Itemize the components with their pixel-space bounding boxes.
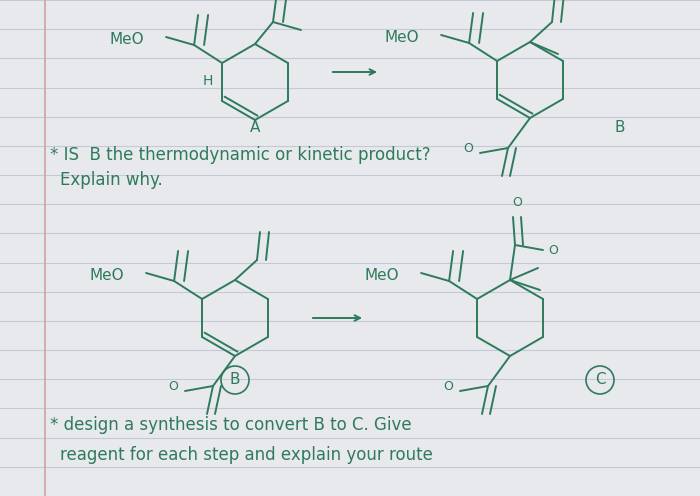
Text: O: O bbox=[548, 244, 558, 256]
Text: MeO: MeO bbox=[365, 267, 399, 283]
Text: B: B bbox=[230, 372, 240, 387]
Text: MeO: MeO bbox=[384, 29, 419, 45]
Text: B: B bbox=[615, 121, 625, 135]
Text: MeO: MeO bbox=[109, 32, 144, 47]
Text: Explain why.: Explain why. bbox=[60, 171, 162, 189]
Text: H: H bbox=[203, 74, 214, 88]
Text: O: O bbox=[463, 141, 473, 154]
Text: A: A bbox=[250, 121, 260, 135]
Text: C: C bbox=[595, 372, 606, 387]
Text: MeO: MeO bbox=[90, 267, 124, 283]
Text: * IS  B the thermodynamic or kinetic product?: * IS B the thermodynamic or kinetic prod… bbox=[50, 146, 430, 164]
Text: O: O bbox=[168, 379, 178, 392]
Text: * design a synthesis to convert B to C. Give: * design a synthesis to convert B to C. … bbox=[50, 416, 412, 434]
Text: O: O bbox=[512, 196, 522, 209]
Text: reagent for each step and explain your route: reagent for each step and explain your r… bbox=[60, 446, 433, 464]
Text: O: O bbox=[443, 379, 453, 392]
